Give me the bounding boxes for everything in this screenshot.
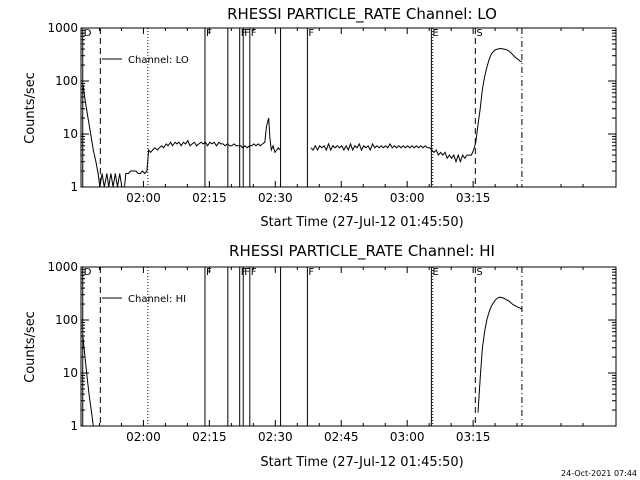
x-tick-label: 02:00 — [126, 191, 161, 205]
event-flag: F — [308, 267, 314, 278]
event-flag: F — [251, 28, 257, 39]
x-tick-label: 02:45 — [324, 430, 359, 444]
legend-label: Channel: LO — [128, 55, 189, 66]
legend: Channel: LO — [102, 55, 189, 66]
event-markers: DFFFFFES — [82, 28, 523, 187]
y-tick-label: 100 — [55, 313, 78, 327]
x-tick-label: 02:00 — [126, 430, 161, 444]
event-flag: D — [84, 267, 92, 278]
chart-title: RHESSI PARTICLE_RATE Channel: LO — [227, 5, 497, 24]
x-tick-label: 03:00 — [390, 191, 425, 205]
x-axis-label: Start Time (27-Jul-12 01:45:50) — [260, 455, 463, 470]
event-flag: F — [308, 28, 314, 39]
series-lines — [82, 47, 523, 188]
axis-ticks: 02:00 02:15 02:30 02:45 03:00 03:15 1 10 100 1000 — [47, 260, 616, 444]
event-flag: F — [244, 267, 250, 278]
x-axis-label: Start Time (27-Jul-12 01:45:50) — [260, 215, 463, 230]
timestamp: 24-Oct-2021 07:44 — [561, 469, 637, 478]
series-lines — [82, 296, 523, 427]
legend: Channel: HI — [102, 294, 186, 305]
x-tick-label: 03:15 — [456, 430, 491, 444]
series-line — [477, 296, 523, 413]
x-tick-label: 02:15 — [192, 191, 227, 205]
event-flag: F — [251, 267, 257, 278]
event-flag: E — [432, 28, 438, 39]
y-tick-label: 10 — [63, 366, 78, 380]
series-line — [82, 335, 94, 427]
y-axis-label: Counts/sec — [23, 311, 38, 383]
chart-title: RHESSI PARTICLE_RATE Channel: HI — [229, 242, 495, 261]
chart-panel-hi: RHESSI PARTICLE_RATE Channel: HI Start T… — [23, 242, 617, 470]
y-tick-label: 1 — [70, 180, 78, 194]
event-markers: DFFFFFES — [82, 267, 523, 426]
x-tick-label: 02:30 — [258, 191, 293, 205]
event-flag: D — [84, 28, 92, 39]
series-line — [82, 83, 281, 188]
legend-label: Channel: HI — [128, 294, 186, 305]
series-line — [310, 47, 523, 164]
y-axis-label: Counts/sec — [23, 72, 38, 144]
x-tick-label: 02:30 — [258, 430, 293, 444]
y-tick-label: 1000 — [47, 21, 78, 35]
x-tick-label: 02:15 — [192, 430, 227, 444]
event-flag: F — [244, 28, 250, 39]
event-flag: F — [206, 28, 212, 39]
plot-frame — [80, 266, 617, 427]
y-tick-label: 1 — [70, 419, 78, 433]
y-tick-label: 10 — [63, 127, 78, 141]
x-tick-label: 03:15 — [456, 191, 491, 205]
y-tick-label: 1000 — [47, 260, 78, 274]
axis-ticks: 02:00 02:15 02:30 02:45 03:00 03:15 1 10 100 1000 — [47, 21, 616, 205]
y-tick-label: 100 — [55, 74, 78, 88]
event-flag: E — [432, 267, 438, 278]
event-flag: S — [476, 28, 482, 39]
x-tick-label: 02:45 — [324, 191, 359, 205]
event-flag: F — [206, 267, 212, 278]
plot-frame — [80, 27, 617, 188]
chart-panel-lo: RHESSI PARTICLE_RATE Channel: LO Start T… — [23, 5, 617, 230]
event-flag: S — [476, 267, 482, 278]
x-tick-label: 03:00 — [390, 430, 425, 444]
